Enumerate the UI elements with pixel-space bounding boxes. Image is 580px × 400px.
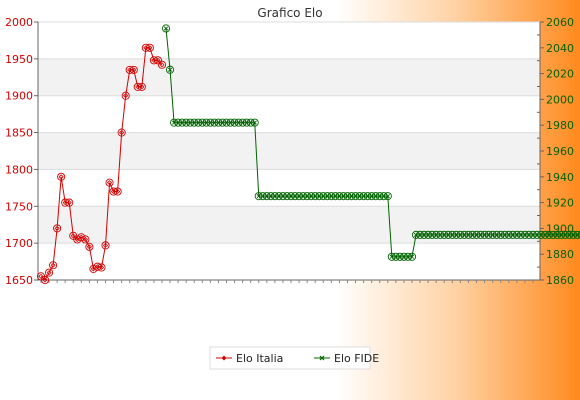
data-point-marker bbox=[147, 45, 153, 51]
left-tick-label: 1850 bbox=[5, 127, 33, 140]
right-tick-label: 1880 bbox=[546, 248, 574, 261]
right-tick-label: 1860 bbox=[546, 274, 574, 287]
data-point-marker bbox=[139, 84, 145, 90]
data-point bbox=[250, 118, 259, 127]
data-point-marker bbox=[106, 180, 113, 186]
left-tick-label: 1750 bbox=[5, 200, 33, 213]
grid-band bbox=[38, 206, 540, 244]
data-point bbox=[125, 65, 134, 74]
data-point bbox=[45, 268, 54, 277]
data-point-marker bbox=[159, 62, 165, 68]
data-point bbox=[157, 60, 167, 69]
right-tick-label: 2040 bbox=[546, 42, 574, 55]
data-point bbox=[113, 187, 122, 196]
grid-band bbox=[38, 132, 540, 170]
data-point bbox=[93, 262, 102, 271]
legend-marker bbox=[221, 355, 227, 361]
data-point bbox=[49, 261, 58, 270]
data-point-marker bbox=[86, 244, 92, 250]
data-point-marker bbox=[74, 236, 80, 243]
left-tick-label: 1900 bbox=[5, 90, 33, 103]
legend: Elo Italia Elo FIDE bbox=[209, 346, 379, 370]
data-point bbox=[40, 275, 50, 285]
data-point-marker bbox=[155, 57, 161, 63]
data-point bbox=[73, 235, 82, 244]
axes: 1650 1700 1750 1800 1850 1900 1950 2000 1860 1880… bbox=[5, 16, 574, 287]
left-tick-label: 1800 bbox=[5, 163, 33, 176]
chart-title: Grafico Elo bbox=[257, 6, 322, 20]
series-marks bbox=[36, 24, 580, 285]
data-point bbox=[77, 233, 86, 242]
data-point-marker bbox=[58, 174, 64, 180]
data-point bbox=[81, 235, 90, 244]
data-point bbox=[149, 56, 158, 65]
legend-label-1: Elo FIDE bbox=[334, 352, 379, 365]
data-point bbox=[85, 242, 94, 251]
data-point bbox=[577, 231, 580, 239]
plot-area bbox=[38, 21, 540, 281]
data-point-marker bbox=[38, 273, 44, 279]
data-point-marker bbox=[115, 188, 121, 195]
data-point-marker bbox=[50, 262, 56, 268]
data-point bbox=[89, 264, 98, 273]
data-point-marker bbox=[90, 266, 96, 272]
grid-band bbox=[38, 58, 540, 96]
data-point bbox=[129, 65, 138, 74]
right-tick-label: 1960 bbox=[546, 145, 574, 158]
left-tick-label: 1700 bbox=[5, 237, 33, 250]
data-point-marker bbox=[46, 270, 52, 276]
data-point bbox=[117, 128, 126, 137]
left-tick-label: 2000 bbox=[5, 16, 33, 29]
data-point-marker bbox=[252, 120, 257, 125]
data-point bbox=[97, 263, 106, 272]
data-point bbox=[153, 56, 162, 65]
right-tick-label: 1940 bbox=[546, 171, 574, 184]
data-point-marker bbox=[54, 225, 60, 231]
data-point-marker bbox=[66, 200, 72, 206]
data-point-marker bbox=[163, 26, 169, 31]
data-point-marker bbox=[385, 194, 390, 199]
data-point-marker bbox=[119, 130, 125, 136]
right-tick-label: 2000 bbox=[546, 93, 574, 106]
data-point-marker bbox=[98, 264, 105, 271]
data-point bbox=[141, 43, 150, 52]
data-point bbox=[137, 82, 146, 91]
data-point bbox=[101, 241, 110, 250]
data-point-marker bbox=[102, 242, 109, 248]
data-point-marker bbox=[123, 93, 129, 99]
data-point bbox=[573, 230, 580, 239]
data-point bbox=[383, 192, 392, 201]
right-tick-label: 1920 bbox=[546, 197, 574, 210]
data-point bbox=[145, 43, 154, 52]
data-point bbox=[105, 178, 114, 187]
data-point-marker bbox=[82, 236, 88, 243]
right-tick-label: 2020 bbox=[546, 68, 574, 81]
legend-box bbox=[209, 346, 371, 370]
data-point-marker bbox=[78, 234, 84, 240]
left-tick-label: 1950 bbox=[5, 53, 33, 66]
data-point-marker bbox=[409, 254, 415, 259]
data-point bbox=[165, 65, 175, 74]
data-point bbox=[121, 91, 130, 100]
legend-marker bbox=[319, 355, 325, 361]
data-point-marker bbox=[94, 264, 101, 270]
left-tick-label: 1650 bbox=[5, 274, 33, 287]
data-point bbox=[109, 187, 118, 196]
data-point bbox=[61, 198, 70, 207]
data-point bbox=[133, 82, 142, 91]
legend-label-0: Elo Italia bbox=[236, 352, 283, 365]
data-point bbox=[53, 224, 62, 233]
data-point bbox=[407, 252, 417, 261]
data-point bbox=[57, 172, 66, 181]
data-point bbox=[65, 198, 74, 207]
right-tick-label: 2060 bbox=[546, 16, 574, 29]
right-tick-label: 1980 bbox=[546, 119, 574, 132]
data-point-marker bbox=[42, 277, 48, 283]
data-point-marker bbox=[131, 67, 137, 73]
data-point bbox=[161, 24, 171, 33]
data-point-marker bbox=[70, 233, 76, 239]
data-point-marker bbox=[167, 67, 173, 72]
